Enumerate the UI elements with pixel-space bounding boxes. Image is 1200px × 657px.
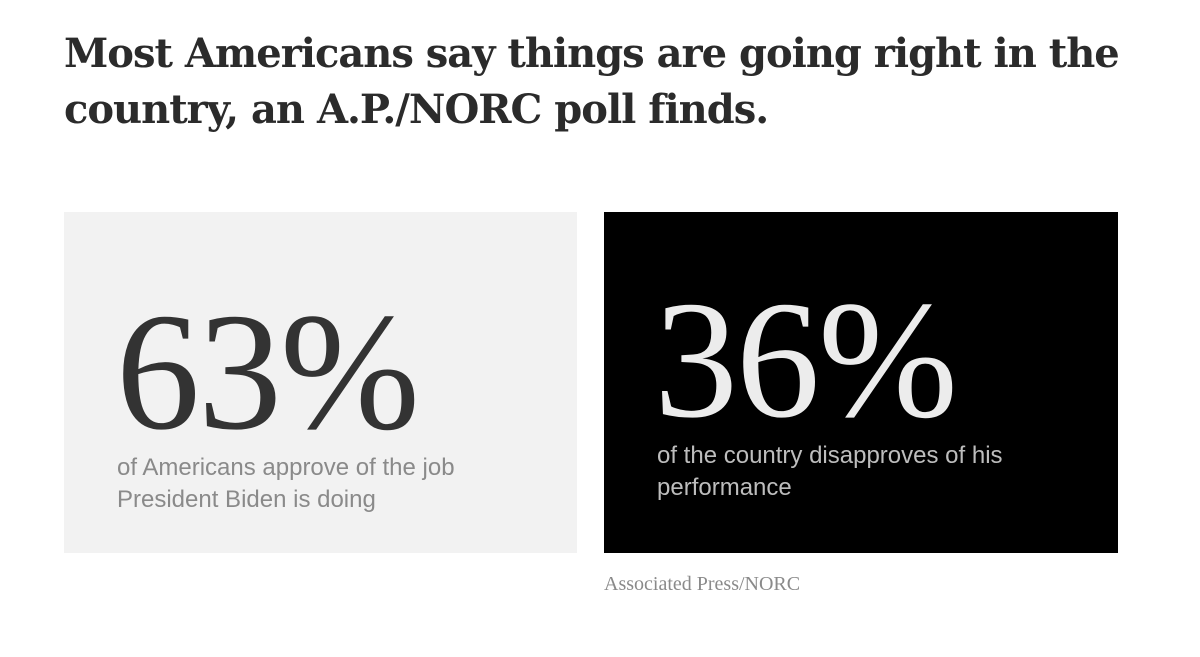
approve-description: of Americans approve of the job Presiden… — [117, 454, 455, 513]
disapprove-percentage: 36% — [654, 267, 958, 453]
headline: Most Americans say things are going righ… — [64, 30, 1120, 133]
disapprove-description: of the country disapproves of his perfor… — [657, 442, 1003, 501]
source-credit: Associated Press/NORC — [604, 573, 801, 595]
disapprove-stat-card: 36% of the country disapproves of his pe… — [604, 212, 1118, 553]
approve-stat-card: 63% of Americans approve of the job Pres… — [64, 212, 577, 553]
approve-percentage: 63% — [116, 279, 420, 465]
